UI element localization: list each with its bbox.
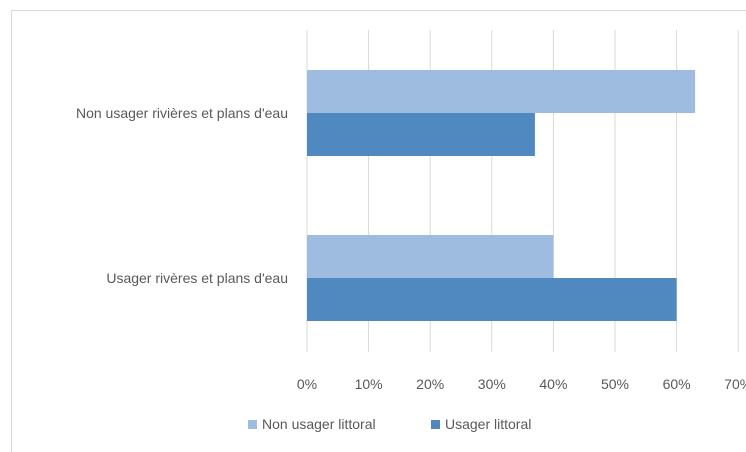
tick-label: 60% <box>663 376 691 392</box>
bar <box>307 113 535 156</box>
x-axis-ticks: 0% 10% 20% 30% 40% 50% 60% 70% <box>297 376 746 392</box>
bar <box>307 235 554 278</box>
tick-label: 20% <box>416 376 444 392</box>
tick-label: 30% <box>478 376 506 392</box>
category-label: Non usager rivières et plans d'eau <box>76 105 288 121</box>
tick-label: 40% <box>539 376 567 392</box>
bars <box>307 70 696 321</box>
tick-label: 10% <box>355 376 383 392</box>
chart-area <box>11 10 746 452</box>
legend-label: Non usager littoral <box>262 416 376 432</box>
category-label: Usager rivères et plans d'eau <box>106 270 288 286</box>
legend-label: Usager littoral <box>445 416 531 432</box>
legend-swatch <box>431 420 440 429</box>
category-labels: Non usager rivières et plans d'eau Usager… <box>76 105 288 286</box>
tick-label: 50% <box>601 376 629 392</box>
legend-swatch <box>248 420 257 429</box>
legend: Non usager littoral Usager littoral <box>248 416 531 432</box>
bar <box>307 278 677 321</box>
bar <box>307 70 696 113</box>
tick-label: 0% <box>297 376 317 392</box>
tick-label: 70% <box>724 376 746 392</box>
